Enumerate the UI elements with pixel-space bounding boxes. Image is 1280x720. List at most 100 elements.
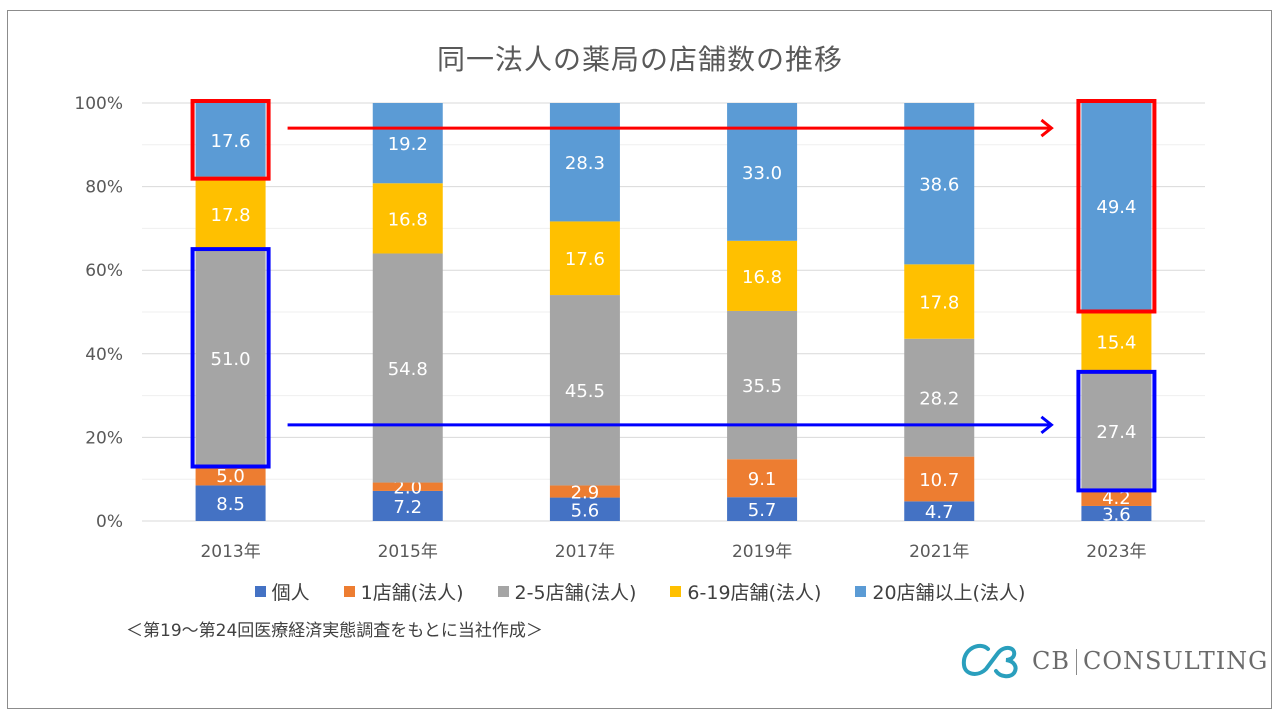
- data-label: 51.0: [211, 349, 251, 370]
- bar-segment: [904, 338, 975, 457]
- data-label: 10.7: [919, 470, 959, 491]
- data-label: 49.4: [1096, 197, 1136, 218]
- x-tick-label: 2017年: [555, 542, 615, 562]
- bar-segment: [372, 253, 443, 483]
- data-label: 19.2: [388, 134, 428, 155]
- data-label: 27.4: [1096, 422, 1136, 443]
- legend-swatch: [343, 586, 355, 597]
- bar-segment: [549, 103, 620, 222]
- source-note: ＜第19～第24回医療経済実態調査をもとに当社作成＞: [126, 621, 543, 641]
- bar-segment: [727, 459, 798, 498]
- cb-monogram-icon: [961, 643, 1018, 679]
- data-label: 3.6: [1102, 504, 1131, 525]
- data-label: 8.5: [216, 494, 245, 515]
- data-label: 16.8: [388, 209, 428, 230]
- highlight-box: [1076, 369, 1157, 493]
- bar-segment: [1081, 505, 1152, 521]
- bar-segment: [1081, 373, 1152, 489]
- y-tick-label: 100%: [74, 94, 123, 114]
- bar-segment: [904, 456, 975, 502]
- bar-segment: [372, 103, 443, 184]
- bar-segment: [727, 310, 798, 460]
- legend-label: 6-19店舗(法人): [687, 582, 822, 604]
- legend-item: 6-19店舗(法人): [670, 578, 821, 605]
- data-label: 5.7: [748, 500, 777, 521]
- bar-segment: [904, 501, 975, 521]
- bar-segment: [1081, 488, 1152, 506]
- data-label: 17.8: [919, 293, 959, 314]
- chart-frame: [7, 10, 1272, 709]
- highlight-box: [190, 247, 271, 469]
- bar-segment: [549, 485, 620, 498]
- data-label: 5.0: [216, 466, 245, 487]
- data-label: 38.6: [919, 175, 959, 196]
- x-tick-label: 2021年: [909, 542, 969, 562]
- bar-segment: [727, 103, 798, 241]
- data-label: 35.5: [742, 376, 782, 397]
- legend-label: 2-5店舗(法人): [514, 582, 637, 604]
- data-label: 9.1: [748, 469, 777, 490]
- data-label: 7.2: [393, 497, 422, 518]
- legend-item: 1店舗(法人): [343, 578, 464, 605]
- data-label: 2.9: [571, 483, 600, 504]
- y-tick-label: 80%: [85, 178, 123, 198]
- bar-segment: [195, 103, 266, 177]
- bar-segment: [372, 482, 443, 491]
- bar-segment: [372, 183, 443, 254]
- legend-item: 20店舗以上(法人): [855, 578, 1025, 605]
- data-label: 4.7: [925, 502, 954, 523]
- data-label: 54.8: [388, 359, 428, 380]
- y-tick-label: 0%: [96, 512, 123, 532]
- legend-swatch: [670, 586, 682, 597]
- bar-segment: [195, 176, 266, 252]
- data-label: 17.6: [565, 249, 605, 270]
- data-label: 2.0: [393, 478, 422, 499]
- data-label: 33.0: [742, 163, 782, 184]
- legend: 個人 1店舗(法人) 2-5店舗(法人) 6-19店舗(法人) 20店舗以上(法人): [0, 578, 1280, 605]
- bar-segment: [195, 464, 266, 486]
- bar-segment: [904, 264, 975, 339]
- arrow-head-icon: [1040, 415, 1054, 435]
- highlight-box: [1076, 99, 1157, 314]
- legend-swatch: [497, 586, 509, 597]
- data-label: 5.6: [571, 500, 600, 521]
- data-label: 15.4: [1096, 333, 1136, 354]
- legend-swatch: [254, 586, 266, 597]
- y-tick-label: 60%: [85, 261, 123, 281]
- bar-segment: [549, 221, 620, 296]
- bar-segment: [549, 295, 620, 486]
- chart-title: 同一法人の薬局の店舗数の推移: [436, 43, 843, 76]
- arrow-head-icon: [1040, 118, 1054, 138]
- bar-segment: [727, 497, 798, 521]
- x-tick-label: 2013年: [200, 542, 260, 562]
- logo-separator: [1076, 649, 1077, 676]
- x-tick-label: 2023年: [1086, 542, 1146, 562]
- bar-segment: [195, 485, 266, 521]
- data-label: 17.6: [211, 131, 251, 152]
- bar-segment: [195, 251, 266, 465]
- highlight-box: [190, 99, 271, 181]
- legend-swatch: [855, 586, 867, 597]
- legend-label: 20店舗以上(法人): [872, 582, 1026, 604]
- logo-text: CB CONSULTING: [1032, 647, 1268, 676]
- data-label: 28.2: [919, 389, 959, 410]
- y-tick-label: 40%: [85, 345, 123, 365]
- x-tick-label: 2015年: [378, 542, 438, 562]
- bar-segment: [904, 103, 975, 265]
- legend-label: 個人: [271, 582, 310, 604]
- data-label: 45.5: [565, 381, 605, 402]
- logo-text-right: CONSULTING: [1083, 646, 1269, 675]
- data-label: 4.2: [1102, 488, 1131, 509]
- legend-item: 2-5店舗(法人): [497, 578, 637, 605]
- legend-item: 個人: [254, 578, 310, 605]
- x-tick-label: 2019年: [732, 542, 792, 562]
- bar-segment: [1081, 309, 1152, 374]
- legend-label: 1店舗(法人): [360, 582, 464, 604]
- data-label: 16.8: [742, 267, 782, 288]
- y-tick-label: 20%: [85, 428, 123, 448]
- bar-segment: [1081, 103, 1152, 310]
- company-logo: CB CONSULTING: [958, 643, 1268, 679]
- bar-segment: [727, 240, 798, 311]
- data-label: 28.3: [565, 153, 605, 174]
